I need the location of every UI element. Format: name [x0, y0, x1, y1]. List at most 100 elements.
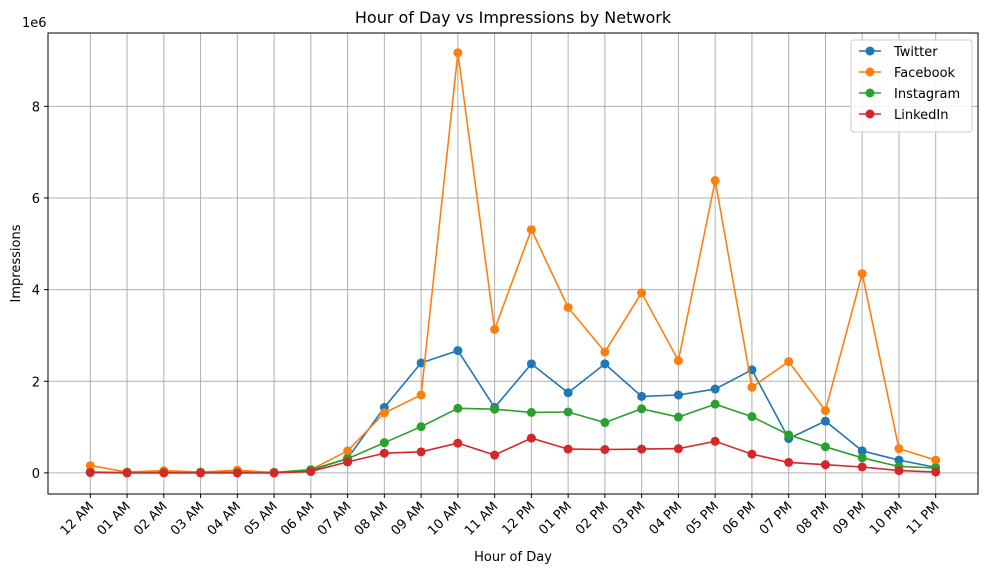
data-point — [894, 466, 904, 476]
data-point — [820, 416, 830, 426]
x-tick-label: 06 AM — [278, 499, 317, 538]
data-point — [784, 457, 794, 467]
data-point — [857, 269, 867, 279]
legend-label: Instagram — [894, 87, 960, 102]
data-point — [563, 388, 573, 398]
legend-swatch-marker — [865, 46, 875, 56]
x-tick-label: 04 AM — [205, 499, 244, 538]
y-tick-label: 0 — [32, 467, 40, 482]
legend-swatch-marker — [865, 88, 875, 98]
data-point — [159, 468, 169, 478]
data-point — [453, 403, 463, 413]
plot-frame — [47, 32, 979, 495]
data-point — [563, 302, 573, 312]
data-point — [673, 412, 683, 422]
x-tick-label: 12 AM — [58, 499, 97, 538]
x-tick-label: 10 PM — [867, 499, 906, 538]
y-axis-label: Impressions — [9, 224, 24, 302]
series-facebook — [85, 48, 941, 477]
data-point — [196, 468, 206, 478]
x-tick-label: 09 AM — [388, 499, 427, 538]
data-point — [306, 467, 316, 477]
legend-swatch-marker — [865, 109, 875, 119]
data-point — [85, 461, 95, 471]
x-axis-label: Hour of Day — [474, 550, 552, 565]
legend: Twitter Facebook Instagram LinkedIn — [850, 39, 973, 133]
data-point — [232, 468, 242, 478]
data-point — [710, 399, 720, 409]
data-point — [673, 444, 683, 454]
data-point — [379, 438, 389, 448]
data-point — [931, 455, 941, 465]
data-point — [453, 48, 463, 58]
y-tick-label: 2 — [32, 375, 40, 390]
x-tick-label: 01 PM — [536, 499, 575, 538]
x-tick-label: 02 PM — [573, 499, 612, 538]
data-point — [490, 324, 500, 334]
x-tick-label: 12 PM — [500, 499, 539, 538]
x-tick-label: 04 PM — [647, 499, 686, 538]
series-line — [90, 437, 936, 474]
series-line — [90, 52, 936, 474]
data-point — [820, 460, 830, 470]
data-point — [416, 358, 426, 368]
data-point — [747, 449, 757, 459]
x-tick-label: 11 AM — [462, 499, 501, 538]
x-tick-label: 09 PM — [830, 499, 869, 538]
data-point — [453, 346, 463, 356]
data-point — [857, 453, 867, 463]
data-point — [600, 359, 610, 369]
series-instagram — [85, 399, 941, 477]
data-point — [453, 438, 463, 448]
data-point — [673, 356, 683, 366]
legend-label: Facebook — [894, 66, 956, 81]
data-point — [122, 468, 132, 478]
grid — [48, 33, 978, 494]
legend-item: Instagram — [859, 87, 960, 102]
data-point — [490, 450, 500, 460]
x-tick-label: 10 AM — [425, 499, 464, 538]
y-tick-label: 4 — [32, 284, 40, 299]
x-tick-label: 11 PM — [904, 499, 943, 538]
y-scale-offset-label: 1e6 — [22, 16, 47, 31]
series-group — [85, 48, 941, 478]
data-point — [894, 455, 904, 465]
data-point — [857, 446, 867, 456]
data-point — [820, 406, 830, 416]
data-point — [379, 408, 389, 418]
data-point — [747, 382, 757, 392]
x-tick-label: 05 PM — [683, 499, 722, 538]
legend-box — [850, 39, 973, 133]
data-point — [343, 457, 353, 467]
data-point — [894, 444, 904, 454]
legend-label: LinkedIn — [894, 108, 948, 123]
legend-item: LinkedIn — [859, 108, 948, 123]
data-point — [710, 436, 720, 446]
series-line — [90, 403, 936, 474]
data-point — [416, 447, 426, 457]
data-point — [710, 384, 720, 394]
data-point — [490, 404, 500, 414]
data-point — [600, 418, 610, 428]
data-point — [269, 468, 279, 478]
x-tick-label: 07 PM — [757, 499, 796, 538]
data-point — [526, 433, 536, 443]
data-point — [784, 430, 794, 440]
y-tick-label: 6 — [32, 192, 40, 207]
series-linkedin — [85, 433, 941, 478]
x-tick-label: 07 AM — [315, 499, 354, 538]
y-tick-label: 8 — [32, 100, 40, 115]
data-point — [600, 347, 610, 357]
x-tick-label: 06 PM — [720, 499, 759, 538]
data-point — [526, 225, 536, 235]
data-point — [931, 467, 941, 477]
legend-label: Twitter — [893, 45, 938, 60]
data-point — [747, 412, 757, 422]
x-tick-label: 03 PM — [610, 499, 649, 538]
legend-item: Facebook — [859, 66, 956, 81]
data-point — [784, 357, 794, 367]
data-point — [416, 422, 426, 432]
data-point — [343, 446, 353, 456]
data-point — [637, 391, 647, 401]
x-tick-label: 05 AM — [241, 499, 280, 538]
